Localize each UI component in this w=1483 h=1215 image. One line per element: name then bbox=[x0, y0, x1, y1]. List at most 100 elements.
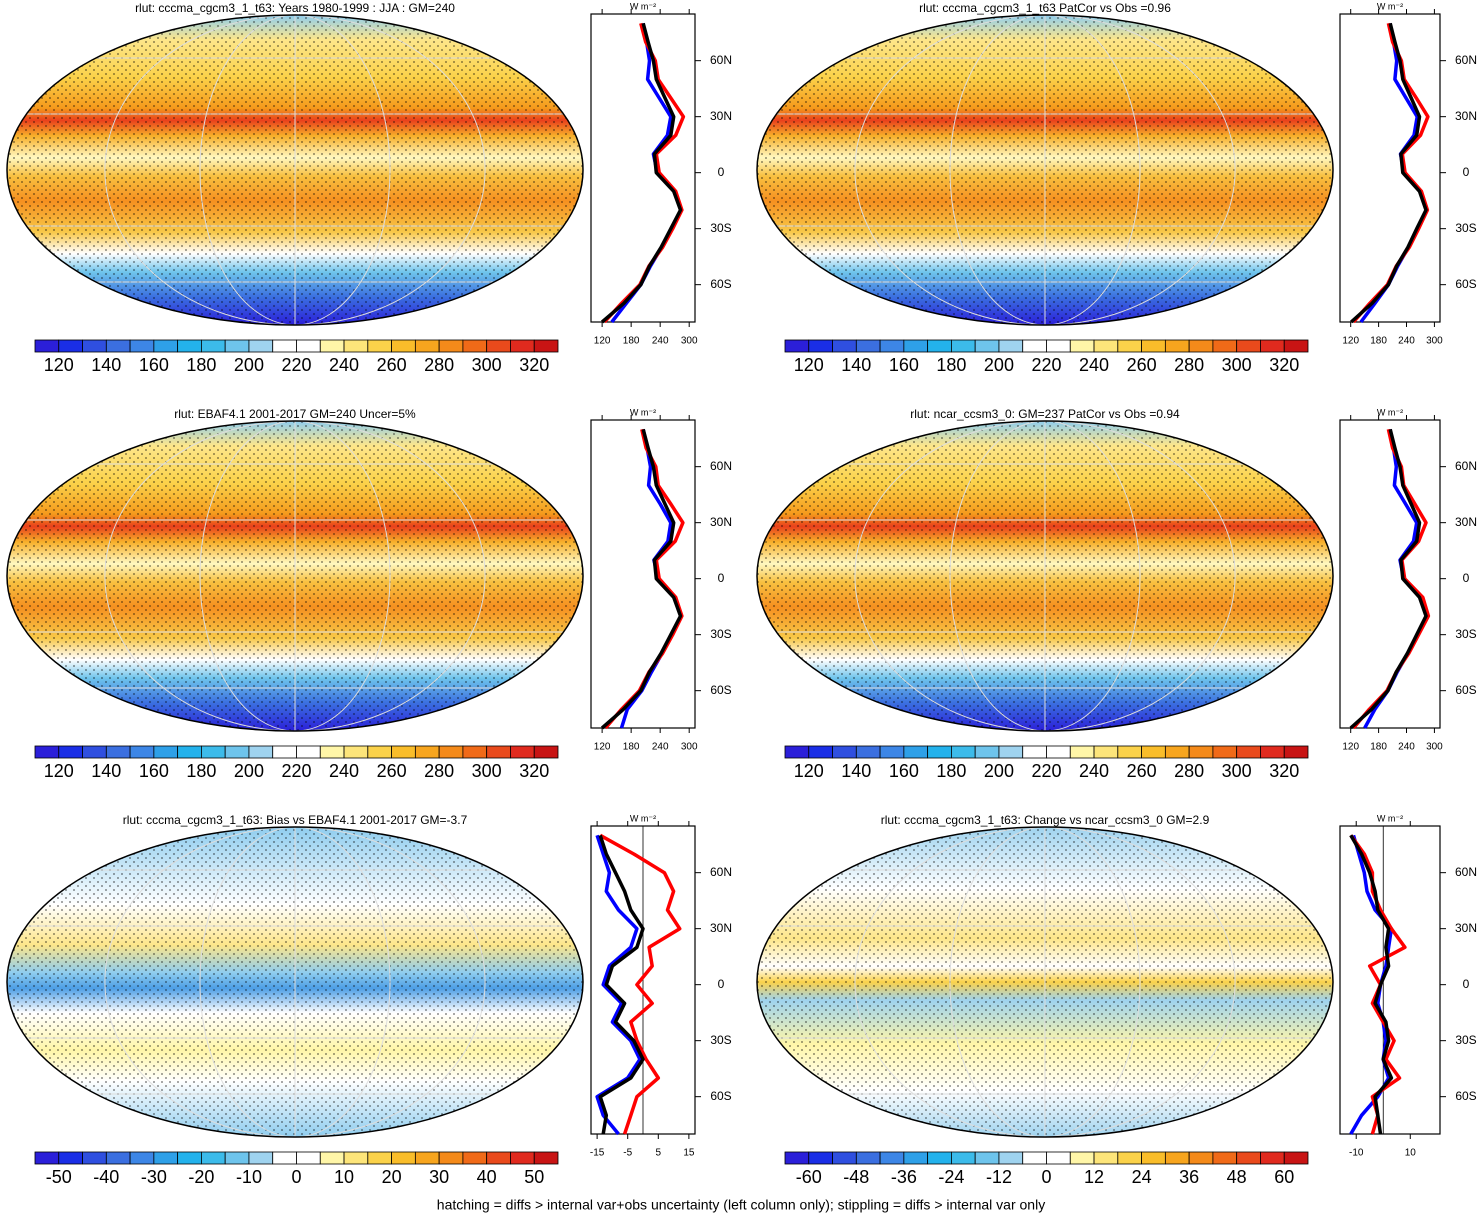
unit-label: W m⁻² bbox=[1377, 813, 1403, 823]
colorbar-box bbox=[34, 339, 60, 353]
colorbar-box bbox=[201, 1151, 226, 1165]
colorbar-label: 50 bbox=[524, 1167, 544, 1187]
y-tick-label: 30S bbox=[1455, 1033, 1476, 1047]
graticule bbox=[104, 827, 486, 1137]
colorbar-label: 200 bbox=[234, 761, 264, 781]
y-tick-label: 0 bbox=[718, 165, 725, 179]
y-tick-label: 0 bbox=[718, 571, 725, 585]
colorbar-box bbox=[1188, 745, 1214, 759]
colorbar-label: 160 bbox=[139, 761, 169, 781]
colorbar-label: 220 bbox=[1031, 761, 1061, 781]
colorbar-box bbox=[319, 339, 345, 353]
profile-line bbox=[600, 22, 683, 324]
colorbar-label: 320 bbox=[1269, 355, 1299, 375]
colorbar-box bbox=[1141, 745, 1166, 759]
graticule bbox=[104, 421, 486, 731]
colorbar-box bbox=[391, 745, 416, 759]
colorbar-label: -20 bbox=[188, 1167, 214, 1187]
unit-label: W m⁻² bbox=[630, 407, 656, 417]
x-tick-label: 120 bbox=[594, 742, 611, 753]
plot-frame bbox=[590, 13, 696, 323]
x-tick-label: -10 bbox=[1349, 1148, 1364, 1159]
profile-line bbox=[610, 22, 683, 324]
map-field bbox=[7, 15, 583, 325]
x-tick-label: 240 bbox=[1398, 742, 1415, 753]
graticule bbox=[854, 421, 1236, 731]
colorbar-box bbox=[808, 745, 833, 759]
profile-line bbox=[1349, 834, 1394, 1135]
unit-label: W m⁻² bbox=[1377, 1, 1403, 11]
colorbar-box bbox=[462, 339, 488, 353]
colorbar-box bbox=[1212, 1151, 1238, 1165]
colorbar-box bbox=[224, 339, 250, 353]
colorbar-box bbox=[1260, 339, 1285, 353]
map-title: rlut: EBAF4.1 2001-2017 GM=240 Uncer=5% bbox=[174, 407, 416, 421]
map-border bbox=[756, 14, 1334, 326]
map-field bbox=[757, 15, 1333, 325]
x-tick-label: 120 bbox=[1342, 336, 1359, 347]
colorbar-box bbox=[177, 339, 202, 353]
colorbar-box bbox=[486, 1151, 511, 1165]
graticule bbox=[199, 827, 391, 1137]
colorbar-label: 160 bbox=[889, 355, 919, 375]
colorbar-label: 320 bbox=[519, 355, 549, 375]
footnote: hatching = diffs > internal var+obs unce… bbox=[437, 1197, 1045, 1213]
colorbar-box bbox=[1236, 1151, 1261, 1165]
colorbar-box bbox=[486, 745, 511, 759]
x-tick-label: 15 bbox=[683, 1148, 695, 1159]
profile-line bbox=[1363, 428, 1429, 729]
colorbar-box bbox=[1283, 745, 1309, 759]
colorbar-box bbox=[1283, 1151, 1309, 1165]
colorbar-label: 280 bbox=[1174, 355, 1204, 375]
colorbar-box bbox=[367, 745, 392, 759]
colorbar-box bbox=[248, 745, 274, 759]
x-tick-label: -5 bbox=[623, 1148, 632, 1159]
colorbar-label: 240 bbox=[329, 355, 359, 375]
colorbar-label: 260 bbox=[1127, 355, 1157, 375]
y-tick-label: 30S bbox=[1455, 627, 1476, 641]
colorbar-label: 320 bbox=[1269, 761, 1299, 781]
colorbar-box bbox=[1141, 339, 1166, 353]
colorbar-box bbox=[272, 339, 297, 353]
colorbar-label: 40 bbox=[477, 1167, 497, 1187]
colorbar-box bbox=[927, 1151, 952, 1165]
colorbar-box bbox=[832, 339, 857, 353]
colorbar-box bbox=[784, 745, 810, 759]
colorbar-label: 240 bbox=[1079, 761, 1109, 781]
unit-label: W m⁻² bbox=[1377, 407, 1403, 417]
colorbar-label: -36 bbox=[891, 1167, 917, 1187]
colorbar-box bbox=[367, 1151, 392, 1165]
colorbar-box bbox=[832, 1151, 857, 1165]
profile-line bbox=[600, 428, 683, 730]
x-tick-label: 5 bbox=[656, 1148, 662, 1159]
map-title: rlut: cccma_cgcm3_1_t63: Years 1980-1999… bbox=[135, 1, 455, 15]
colorbar-box bbox=[951, 339, 976, 353]
y-tick-label: 60N bbox=[1455, 865, 1477, 879]
colorbar-box bbox=[319, 745, 345, 759]
map-border bbox=[756, 420, 1334, 732]
profile-line bbox=[1349, 834, 1407, 1135]
map-border bbox=[6, 14, 584, 326]
map-field bbox=[7, 827, 583, 1137]
colorbar-label: 300 bbox=[1222, 761, 1252, 781]
x-tick-label: 180 bbox=[1370, 336, 1387, 347]
colorbar-box bbox=[58, 745, 83, 759]
colorbar-label: 140 bbox=[841, 761, 871, 781]
colorbar-box bbox=[34, 1151, 60, 1165]
colorbar-box bbox=[832, 745, 857, 759]
map-border bbox=[6, 420, 584, 732]
colorbar-label: 180 bbox=[186, 355, 216, 375]
colorbar-box bbox=[58, 339, 83, 353]
colorbar-box bbox=[1022, 745, 1047, 759]
colorbar-box bbox=[462, 745, 488, 759]
colorbar-box bbox=[105, 745, 131, 759]
colorbar-label: 300 bbox=[472, 761, 502, 781]
map-title: rlut: cccma_cgcm3_1_t63: Bias vs EBAF4.1… bbox=[123, 813, 468, 827]
colorbar-label: 280 bbox=[424, 761, 454, 781]
colorbar-box bbox=[248, 1151, 274, 1165]
colorbar-label: 10 bbox=[334, 1167, 354, 1187]
colorbar-box bbox=[1022, 339, 1047, 353]
plot-frame bbox=[1339, 13, 1441, 323]
plot-frame bbox=[590, 419, 696, 729]
x-tick-label: 10 bbox=[1405, 1148, 1417, 1159]
